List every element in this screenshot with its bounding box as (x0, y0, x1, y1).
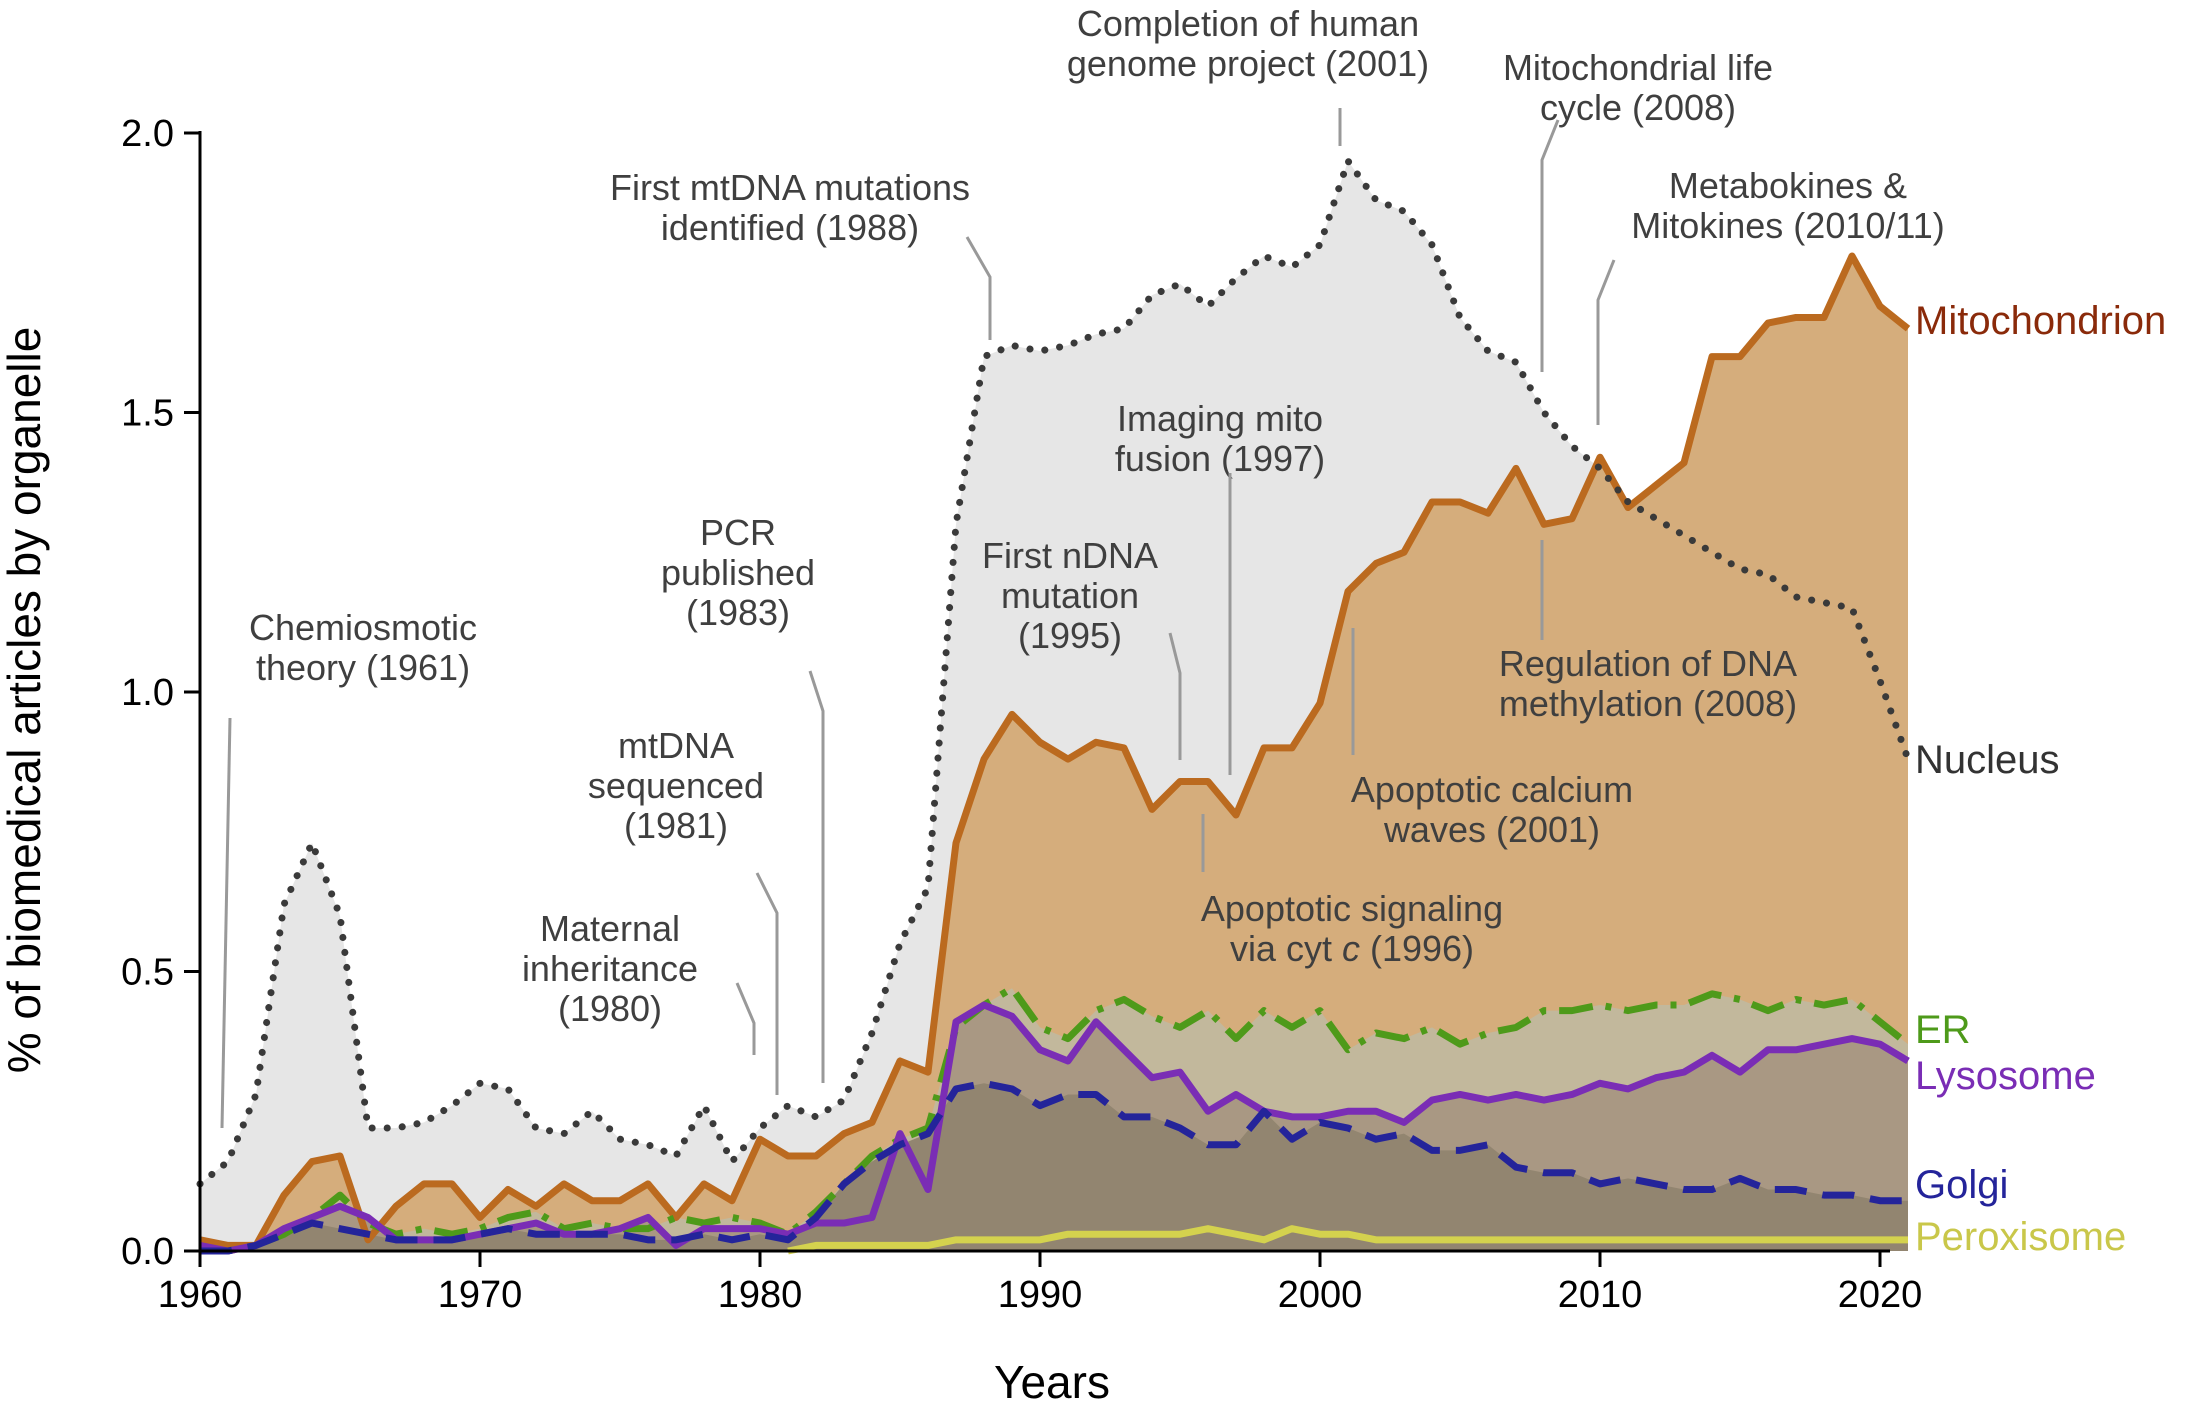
annotation-leader (220, 717, 232, 1129)
lysosome-label: Lysosome (1915, 1054, 2096, 1098)
annotation: Metabokines & Mitokines (2010/11) (1596, 165, 1945, 425)
x-tick-label: 1960 (158, 1274, 243, 1316)
x-tick-label: 1970 (438, 1274, 523, 1316)
annotation-line: theory (1961) (256, 647, 470, 688)
annotation-line: cycle (2008) (1540, 87, 1736, 128)
annotation: Apoptotic signaling via cyt c (1996) (1201, 814, 1503, 969)
annotation-leader (1168, 632, 1182, 760)
y-tick-label: 2.0 (121, 113, 174, 155)
annotation-text: First mtDNA mutations identified (1988) (610, 167, 970, 248)
annotation-line: via cyt c (1996) (1230, 928, 1474, 969)
annotation: Maternal inheritance (1980) (522, 908, 756, 1055)
x-tick-label: 1980 (718, 1274, 803, 1316)
annotation: First nDNA mutation (1995) (982, 535, 1182, 760)
annotation-text: First nDNA mutation (1995) (982, 535, 1158, 656)
axes: 0.0 0.5 1.0 1.5 2.0 1960 1970 1980 1990 2000 2010 2… (121, 113, 1922, 1316)
x-tick-label: 2020 (1838, 1274, 1923, 1316)
annotation-line: sequenced (588, 765, 764, 806)
annotation-line: mutation (1001, 575, 1139, 616)
annotation: Completion of human genome project (2001) (1067, 3, 1429, 146)
annotation-text: Metabokines & Mitokines (2010/11) (1631, 165, 1945, 246)
er-label: ER (1915, 1008, 1971, 1052)
annotation-line: published (661, 552, 815, 593)
annotation: Apoptotic calcium waves (2001) (1351, 628, 1633, 850)
golgi-label: Golgi (1915, 1163, 2008, 1207)
nucleus-label: Nucleus (1915, 738, 2060, 782)
annotation-italic: c (1342, 928, 1360, 969)
y-tick-label: 0.0 (121, 1231, 174, 1273)
annotation-line: mtDNA (618, 725, 734, 766)
peroxisome-label: Peroxisome (1915, 1215, 2126, 1259)
annotation: Imaging mito fusion (1997) (1115, 398, 1325, 775)
annotation-line: methylation (2008) (1499, 683, 1797, 724)
annotation-line: inheritance (522, 948, 698, 989)
mitochondrion-line (199, 252, 1911, 1249)
series-lines (196, 157, 1912, 1255)
annotation-line: (1983) (686, 592, 790, 633)
annotation-text: Maternal inheritance (1980) (522, 908, 698, 1029)
y-tick-label: 1.5 (121, 393, 174, 435)
x-tick-label: 2010 (1558, 1274, 1643, 1316)
annotation-line: waves (2001) (1383, 809, 1600, 850)
annotation: PCR published (1983) (661, 512, 825, 1083)
annotation: First mtDNA mutations identified (1988) (610, 167, 992, 340)
y-tick-label: 0.5 (121, 952, 174, 994)
y-axis-title: % of biomedical articles by organelle (0, 327, 50, 1074)
annotation-text: Chemiosmotic theory (1961) (249, 607, 477, 688)
annotation-text: Imaging mito fusion (1997) (1115, 398, 1325, 479)
annotation-text: Mitochondrial life cycle (2008) (1503, 47, 1773, 128)
annotation-line: Apoptotic calcium (1351, 769, 1633, 810)
x-tick-label: 1990 (998, 1274, 1083, 1316)
annotation: Regulation of DNA methylation (2008) (1499, 540, 1797, 724)
golgi-area (200, 1083, 1908, 1251)
annotation-text: Regulation of DNA methylation (2008) (1499, 643, 1797, 724)
annotation-line: Regulation of DNA (1499, 643, 1797, 684)
annotation-text: mtDNA sequenced (1981) (588, 725, 764, 846)
annotation-leader (1540, 119, 1560, 372)
annotation-text: Completion of human genome project (2001) (1067, 3, 1429, 84)
annotation-leader (755, 872, 779, 1095)
annotation-line: (1981) (624, 805, 728, 846)
annotation-text: Apoptotic calcium waves (2001) (1351, 769, 1633, 850)
y-tick-label: 1.0 (121, 672, 174, 714)
annotation-text: PCR published (1983) (661, 512, 815, 633)
annotation-line: PCR (700, 512, 776, 553)
annotation-line: identified (1988) (661, 207, 919, 248)
annotation-leader (735, 982, 756, 1055)
annotation: mtDNA sequenced (1981) (588, 725, 779, 1095)
annotation-line: Chemiosmotic (249, 607, 477, 648)
annotation-line: Maternal (540, 908, 680, 949)
er-line (200, 984, 1911, 1255)
annotation-line: genome project (2001) (1067, 43, 1429, 84)
annotation-line: First nDNA (982, 535, 1158, 576)
event-annotations: Chemiosmotic theory (1961) Maternal inherit… (220, 3, 1945, 1129)
annotation-line: First mtDNA mutations (610, 167, 970, 208)
annotation-leader (808, 670, 825, 1083)
annotation-line: (1980) (558, 988, 662, 1029)
annotation-line: Mitokines (2010/11) (1631, 205, 1945, 246)
annotation: Mitochondrial life cycle (2008) (1503, 47, 1773, 372)
peroxisome-line (787, 1225, 1908, 1255)
annotation-line: Metabokines & (1669, 165, 1907, 206)
annotation-line: (1995) (1018, 615, 1122, 656)
annotation-text: Apoptotic signaling via cyt c (1996) (1201, 888, 1503, 969)
annotation-line: Mitochondrial life (1503, 47, 1773, 88)
annotation-line: Completion of human (1077, 3, 1419, 44)
annotation: Chemiosmotic theory (1961) (220, 607, 477, 1129)
annotation-line: Imaging mito (1117, 398, 1323, 439)
annotation-leader (965, 236, 992, 340)
mitochondrion-label: Mitochondrion (1915, 299, 2166, 343)
annotation-line: fusion (1997) (1115, 438, 1325, 479)
annotation-leader (1596, 259, 1616, 425)
x-tick-label: 2000 (1278, 1274, 1363, 1316)
golgi-line (200, 1079, 1908, 1255)
x-axis-title: Years (994, 1356, 1110, 1408)
annotation-line: Apoptotic signaling (1201, 888, 1503, 929)
